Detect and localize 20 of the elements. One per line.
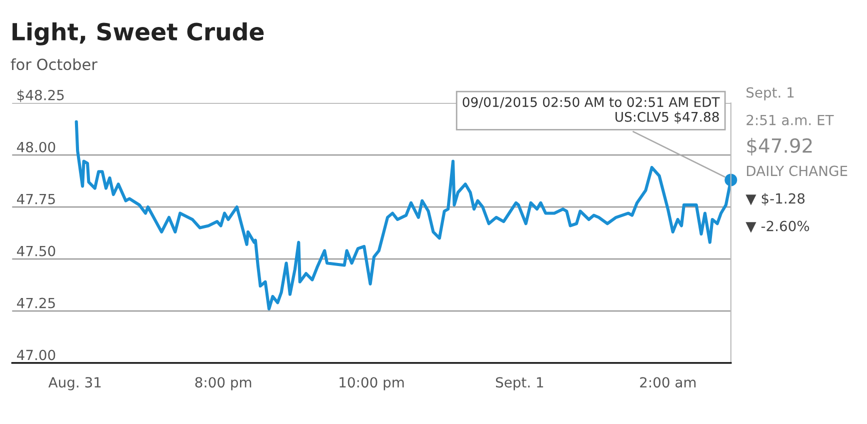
x-tick-label: Sept. 1 [496,377,544,390]
annotation: 09/01/2015 02:50 AM to 02:51 AM EDT US:CLV5 $47.88 [462,97,720,124]
x-tick-label: 10:00 pm [340,377,404,390]
x-tick-label: Aug. 31 [48,377,101,390]
y-tick-label: 48.00 [16,142,56,152]
text: ▼ -2.60% [746,220,810,233]
text: $47.92 [747,138,812,156]
x-tick-label: 2:00 am [640,377,696,388]
text: DAILY CHANGE [746,166,848,176]
y-tick-label: $48.25 [17,90,64,102]
text: 2:51 a.m. ET [746,114,834,126]
x-tick-label: 8:00 pm [195,377,252,390]
text: ▼ $-1.28 [746,192,805,206]
y-tick-label: 47.25 [16,298,55,308]
text: Sept. 1 [746,87,794,100]
y-tick-label: 47.00 [16,350,56,360]
chart-title: Light, Sweet Crude [12,22,264,46]
chart-subtitle: for October [10,58,98,70]
y-tick-label: 47.50 [16,246,56,256]
y-tick-label: 47.75 [16,194,55,204]
